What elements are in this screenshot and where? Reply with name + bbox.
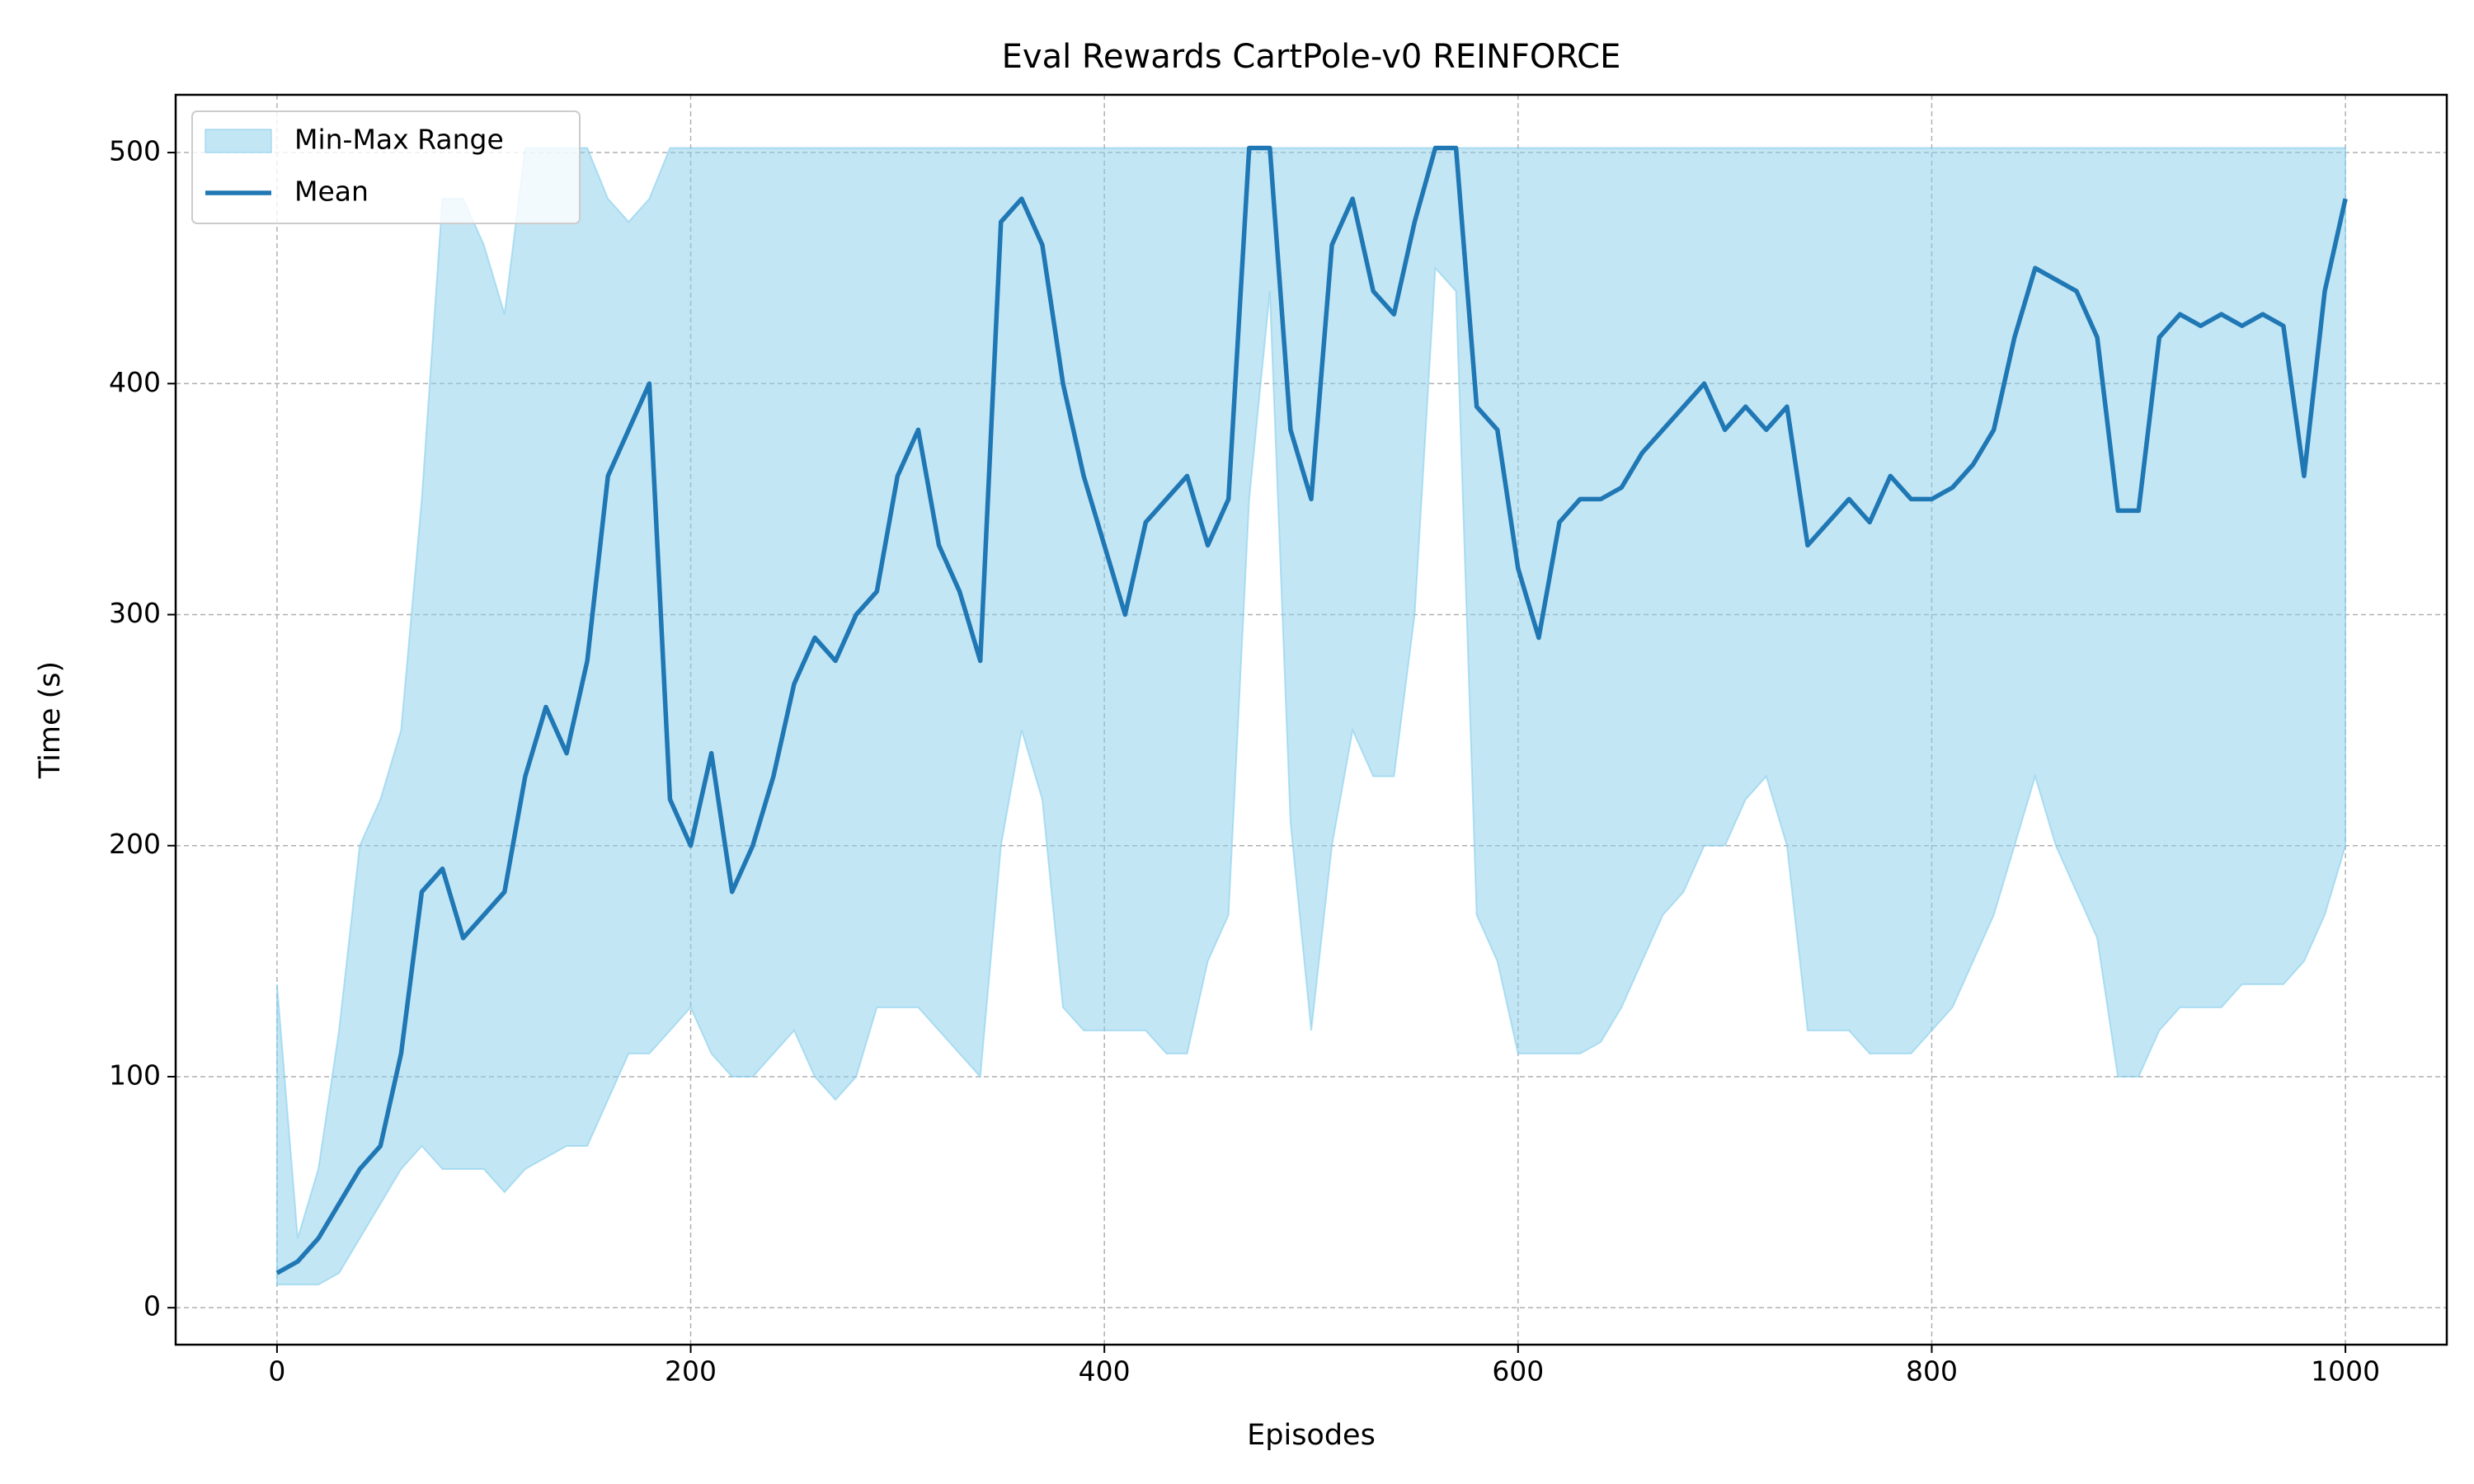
plot-frame [174,93,2448,1346]
y-tick-label: 0 [143,1290,161,1322]
legend-label: Mean [294,176,369,208]
x-tick-label: 800 [1906,1355,1958,1388]
legend-swatch [205,129,272,153]
range-area [275,147,2347,1286]
x-tick-label: 200 [665,1355,717,1388]
y-tick-label: 300 [109,597,161,629]
legend-box [191,110,581,224]
x-tick-label: 1000 [2311,1355,2380,1388]
y-tick-label: 500 [109,135,161,167]
y-tick-label: 100 [109,1059,161,1091]
y-tick-label: 200 [109,828,161,860]
x-axis-label: Episodes [1247,1419,1376,1452]
y-tick-label: 400 [109,366,161,398]
x-tick-label: 400 [1079,1355,1131,1388]
x-tick-label: 600 [1492,1355,1544,1388]
x-tick-label: 0 [268,1355,285,1388]
y-axis-label: Time (s) [34,661,67,779]
legend-label: Min-Max Range [294,124,504,156]
chart-title: Eval Rewards CartPole-v0 REINFORCE [1002,38,1621,76]
mean-line [275,145,2348,1275]
